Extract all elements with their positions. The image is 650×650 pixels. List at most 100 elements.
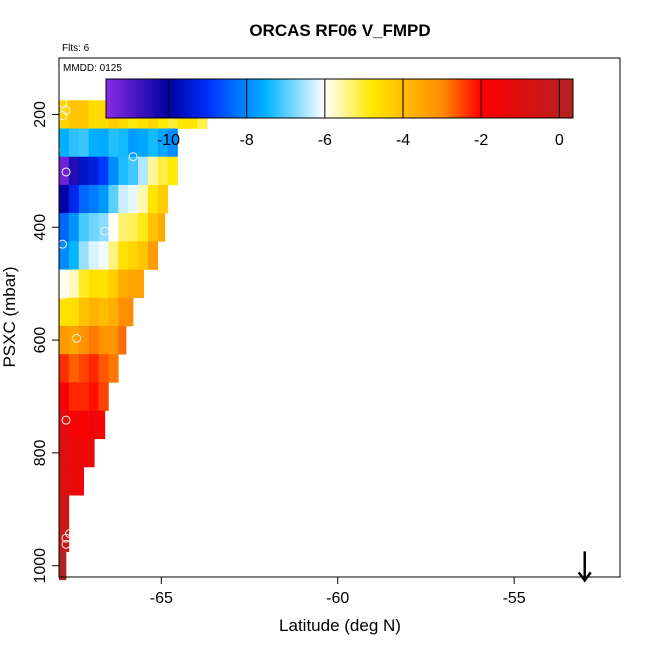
heatmap-cell	[59, 466, 70, 496]
heatmap-cell	[78, 410, 89, 440]
flights-label: Flts: 6	[62, 43, 90, 54]
observation-point	[61, 167, 71, 177]
heatmap-cell	[78, 241, 89, 270]
heatmap-cell	[157, 184, 168, 214]
heatmap-cell	[78, 184, 89, 214]
heatmap-cell	[78, 382, 89, 411]
heatmap-cell	[138, 156, 149, 186]
heatmap-cell	[98, 100, 109, 129]
heatmap-cell	[68, 354, 80, 383]
colorbar-gradient	[105, 78, 574, 119]
heatmap-cell	[118, 241, 129, 270]
heatmap-cell	[108, 213, 119, 242]
heatmap-cell	[78, 128, 89, 158]
x-axis: -65 -60 -55	[150, 577, 526, 607]
heatmap-cell	[128, 184, 139, 214]
observation-point	[61, 415, 71, 425]
heatmap-cell	[108, 269, 119, 299]
colorbar-tick-label: 0	[555, 132, 564, 149]
heatmap-cell	[78, 354, 89, 383]
heatmap-cell	[78, 297, 89, 327]
heatmap-cell	[98, 241, 109, 270]
chart-title: ORCAS RF06 V_FMPD	[249, 21, 430, 40]
heatmap-cell	[88, 354, 99, 383]
heatmap-cell	[98, 184, 109, 214]
y-tick-label: 1000	[32, 548, 49, 584]
heatmap-cell	[88, 128, 99, 158]
heatmap-cell	[68, 241, 80, 270]
heatmap-cell	[59, 354, 70, 383]
heatmap-cell	[88, 269, 99, 299]
heatmap-cell	[98, 269, 109, 299]
heatmap-cell	[59, 241, 70, 270]
observation-point	[61, 533, 71, 543]
heatmap-cell	[157, 156, 168, 186]
heatmap-cell	[59, 128, 70, 158]
heatmap-cell	[98, 325, 109, 355]
heatmap-cell	[118, 128, 129, 158]
heatmap-cell	[98, 354, 109, 383]
heatmap-cell	[68, 269, 80, 299]
heatmap-cell	[147, 184, 159, 214]
heatmap-cell	[138, 213, 149, 242]
heatmap-cell	[88, 156, 99, 186]
colorbar-tick-label: -6	[318, 132, 332, 149]
heatmap-cells	[59, 100, 208, 581]
heatmap-cell	[59, 551, 67, 581]
heatmap-cell	[98, 156, 109, 186]
y-tick-label: 800	[32, 439, 49, 466]
heatmap-cell	[88, 184, 99, 214]
heatmap-cell	[59, 297, 70, 327]
heatmap-cell	[78, 156, 89, 186]
heatmap-cell	[108, 156, 119, 186]
observation-point	[128, 152, 138, 162]
x-tick-label: -60	[326, 590, 349, 607]
colorbar-tick-label: -10	[157, 132, 180, 149]
heatmap-cell	[59, 410, 70, 440]
colorbar: -10 -8 -6 -4 -2 0	[105, 78, 574, 149]
heatmap-cell	[68, 156, 80, 186]
heatmap-cell	[78, 213, 89, 242]
heatmap-cell	[78, 100, 89, 129]
heatmap-cell	[98, 128, 109, 158]
heatmap-cell	[128, 241, 139, 270]
heatmap-cell	[88, 382, 99, 411]
heatmap-cell	[128, 297, 134, 327]
heatmap-cell	[167, 128, 178, 158]
heatmap-cell	[59, 325, 70, 355]
heatmap-cell	[128, 156, 139, 186]
heatmap-cell	[59, 382, 70, 411]
observation-point	[61, 539, 71, 549]
heatmap-cell	[108, 241, 119, 270]
y-axis-label: PSXC (mbar)	[0, 266, 19, 367]
heatmap-cell	[98, 410, 106, 440]
heatmap-cell	[68, 325, 80, 355]
y-axis: 200 400 600 800 1000	[32, 101, 59, 584]
heatmap-cell	[88, 297, 99, 327]
heatmap-cell	[147, 213, 159, 242]
heatmap-cell	[88, 241, 99, 270]
observation-point	[72, 333, 82, 343]
heatmap-cell	[59, 523, 70, 552]
heatmap-cell	[138, 128, 149, 158]
heatmap-cell	[78, 269, 89, 299]
heatmap-cell	[147, 241, 159, 270]
y-tick-label: 400	[32, 214, 49, 241]
y-tick-label: 600	[32, 327, 49, 354]
heatmap-cell	[118, 269, 129, 299]
heatmap-cell	[68, 100, 80, 129]
heatmap-cell	[108, 128, 119, 158]
heatmap-cell	[68, 213, 80, 242]
heatmap-cell	[59, 184, 70, 214]
colorbar-tick-label: -4	[396, 132, 410, 149]
heatmap-cell	[88, 438, 95, 468]
heatmap-cell	[68, 410, 80, 440]
heatmap-cell	[59, 156, 70, 186]
heatmap-cell	[118, 297, 129, 327]
heatmap-cell	[88, 410, 99, 440]
heatmap-cell	[78, 466, 84, 496]
heatmap-cell	[68, 466, 80, 496]
x-tick-label: -55	[503, 590, 526, 607]
x-tick-label: -65	[150, 590, 173, 607]
